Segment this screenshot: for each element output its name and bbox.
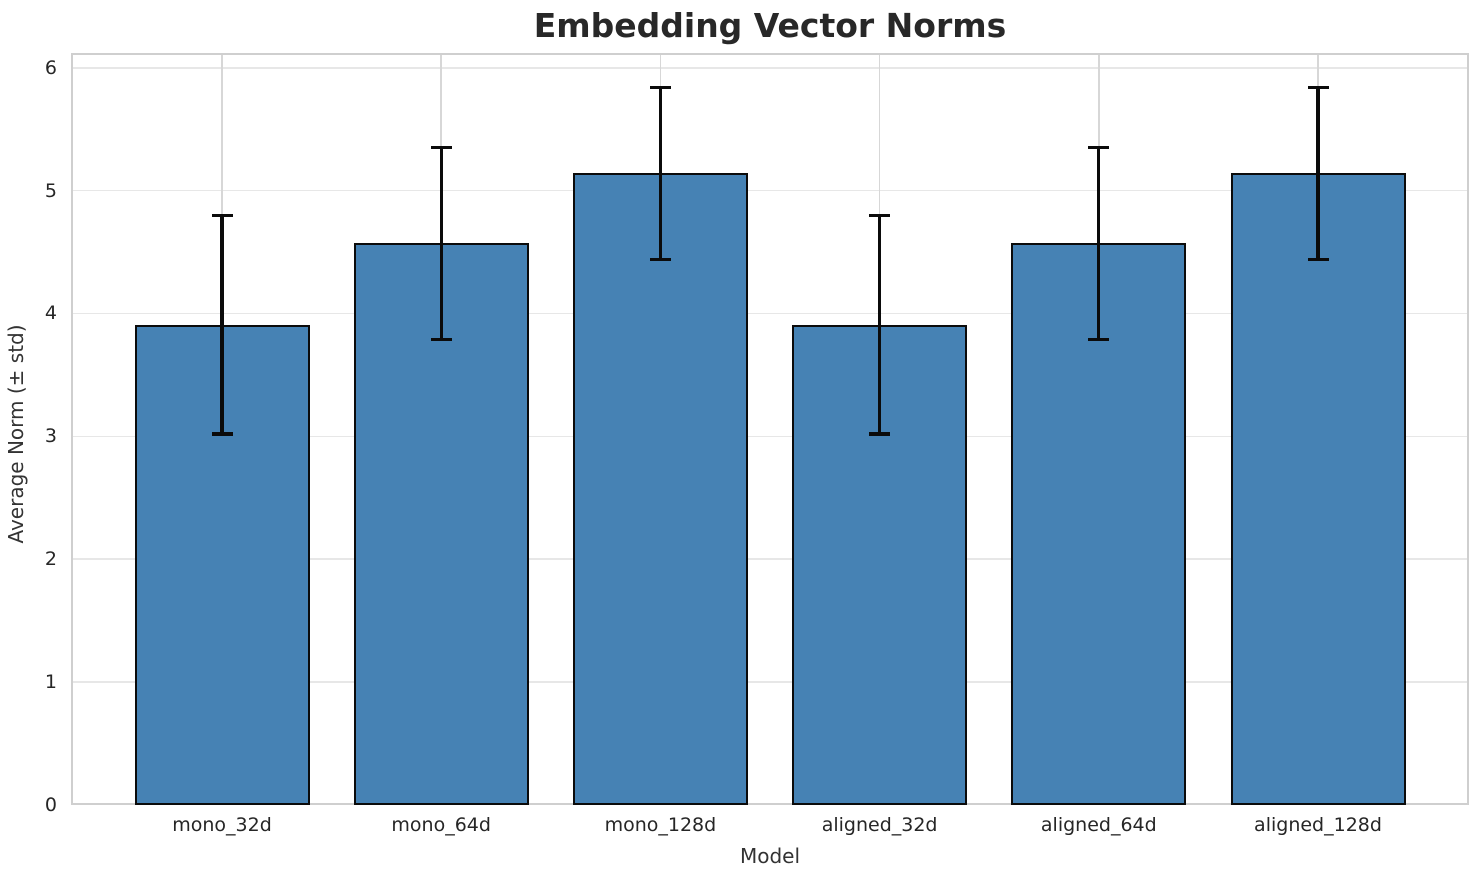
plot-area bbox=[71, 53, 1469, 805]
error-bar bbox=[220, 215, 224, 434]
error-cap-top bbox=[1088, 146, 1110, 150]
y-gridline bbox=[71, 435, 1469, 438]
x-tick-label: aligned_128d bbox=[1254, 814, 1382, 836]
x-tick-label: aligned_32d bbox=[821, 814, 938, 836]
y-gridline bbox=[71, 558, 1469, 561]
error-cap-top bbox=[649, 85, 671, 90]
bar bbox=[1230, 173, 1406, 805]
y-tick-label: 1 bbox=[44, 671, 57, 694]
y-tick-label: 5 bbox=[44, 179, 57, 202]
error-cap-bottom bbox=[1088, 337, 1110, 341]
error-cap-top bbox=[1307, 85, 1329, 90]
chart-title: Embedding Vector Norms bbox=[533, 6, 1007, 45]
bar bbox=[572, 173, 748, 805]
y-tick-label: 6 bbox=[44, 56, 57, 79]
error-cap-bottom bbox=[430, 337, 452, 341]
y-tick-label: 0 bbox=[44, 794, 57, 816]
y-tick-label: 4 bbox=[44, 302, 57, 325]
error-cap-top bbox=[430, 146, 452, 150]
error-bar bbox=[1097, 147, 1101, 340]
y-tick-label: 2 bbox=[44, 548, 57, 571]
error-cap-bottom bbox=[649, 257, 671, 262]
bar bbox=[1011, 243, 1187, 805]
error-bar bbox=[658, 87, 662, 260]
error-cap-bottom bbox=[1307, 257, 1329, 262]
error-cap-bottom bbox=[211, 432, 233, 436]
error-bar bbox=[878, 215, 882, 434]
error-bar bbox=[439, 147, 443, 340]
y-tick-label: 3 bbox=[44, 425, 57, 448]
error-cap-top bbox=[211, 213, 233, 217]
y-gridline bbox=[71, 312, 1469, 315]
x-tick-label: mono_64d bbox=[391, 814, 491, 836]
y-gridline bbox=[71, 189, 1469, 192]
y-gridline bbox=[71, 681, 1469, 683]
error-cap-bottom bbox=[869, 432, 891, 436]
x-tick-label: aligned_64d bbox=[1040, 814, 1157, 836]
y-gridline bbox=[71, 66, 1469, 69]
error-bar bbox=[1316, 87, 1320, 260]
x-axis-label: Model bbox=[739, 844, 801, 868]
x-tick-label: mono_32d bbox=[172, 814, 272, 836]
x-tick-label: mono_128d bbox=[604, 814, 717, 836]
error-cap-top bbox=[869, 213, 891, 217]
